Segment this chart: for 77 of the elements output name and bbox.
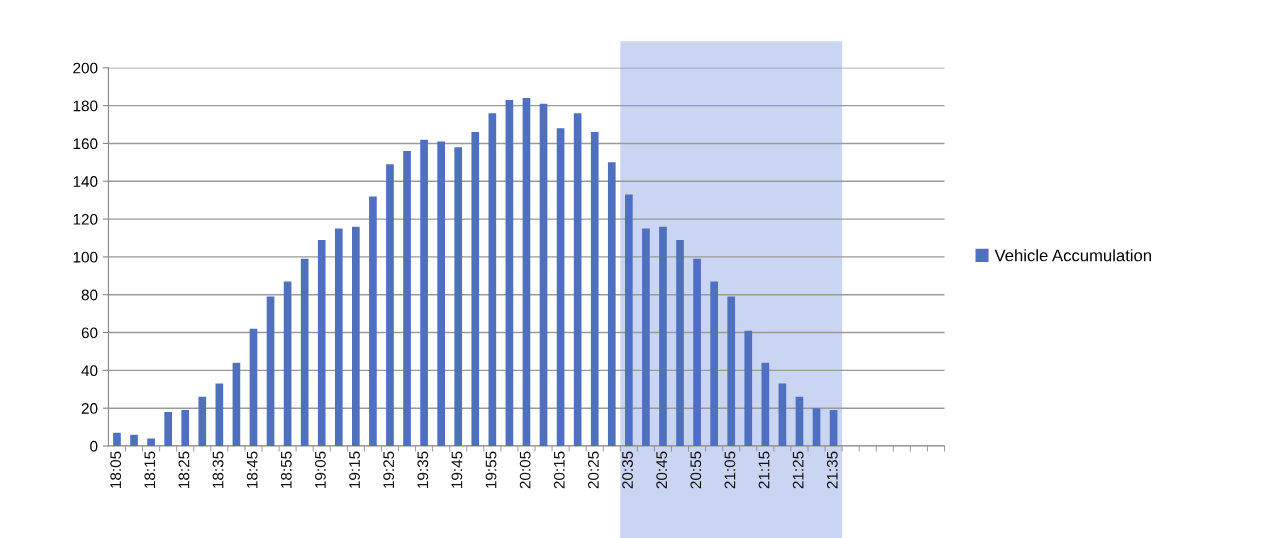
y-tick-label: 40 — [81, 365, 98, 377]
legend-label: Vehicle Accumulation — [994, 249, 1151, 262]
bar — [471, 132, 480, 446]
bar — [386, 164, 394, 446]
x-tick-label: 21:15 — [758, 451, 770, 489]
bar — [812, 408, 821, 446]
y-tick-label: 140 — [73, 176, 98, 187]
bar — [642, 228, 650, 446]
bar — [403, 151, 411, 446]
bar — [761, 362, 770, 446]
bar — [573, 113, 582, 446]
bar — [181, 410, 190, 446]
y-tick-label: 60 — [81, 327, 98, 339]
x-tick-label: 18:15 — [144, 451, 156, 488]
y-tick-label: 160 — [73, 138, 98, 150]
bar — [744, 330, 753, 446]
x-tick-label: 19:35 — [417, 451, 429, 488]
bar — [522, 98, 531, 446]
x-tick-label: 19:15 — [349, 451, 360, 488]
bar — [249, 328, 258, 446]
bar — [676, 239, 684, 446]
x-tick-label: 19:45 — [451, 451, 463, 488]
bar — [488, 113, 497, 446]
x-tick-label: 21:25 — [792, 451, 804, 489]
x-tick-label: 20:15 — [553, 451, 565, 489]
bar — [334, 228, 343, 446]
x-tick-label: 21:05 — [724, 451, 736, 489]
x-tick-label: 20:35 — [622, 451, 633, 489]
bar — [829, 410, 838, 446]
bar — [198, 396, 207, 446]
y-tick-label: 120 — [73, 213, 98, 225]
bar — [778, 383, 787, 446]
bar — [795, 396, 804, 446]
bar — [539, 103, 548, 446]
bar — [130, 434, 138, 446]
x-tick-label: 20:55 — [690, 451, 702, 489]
y-tick-label: 80 — [81, 289, 98, 301]
bar — [454, 147, 463, 446]
bar — [693, 258, 701, 446]
x-tick-label: 19:25 — [383, 451, 395, 488]
x-tick-label: 18:55 — [280, 451, 292, 488]
y-tick-label: 100 — [73, 251, 98, 263]
bar — [266, 296, 275, 446]
bar — [727, 296, 736, 446]
bar — [607, 162, 616, 446]
x-tick-label: 19:55 — [485, 451, 497, 488]
bar — [300, 258, 309, 446]
bar — [317, 239, 326, 446]
bar — [232, 362, 241, 446]
bar — [420, 139, 428, 446]
x-tick-label: 20:05 — [519, 451, 531, 489]
x-tick-label: 18:35 — [212, 451, 224, 488]
bar — [215, 383, 224, 446]
bar — [283, 281, 292, 446]
bar — [710, 281, 718, 446]
bar — [590, 132, 599, 446]
bar — [164, 411, 172, 446]
bar — [369, 196, 377, 446]
x-tick-label: 18:45 — [246, 451, 258, 488]
bar — [659, 226, 667, 446]
x-tick-label: 18:25 — [178, 451, 190, 488]
y-tick-label: 180 — [73, 100, 98, 112]
bar — [625, 194, 633, 446]
y-tick-label: 0 — [90, 440, 98, 452]
x-tick-label: 18:05 — [110, 451, 122, 488]
bar — [113, 432, 121, 446]
y-tick-label: 20 — [81, 403, 98, 414]
bar — [556, 128, 565, 446]
bar — [505, 99, 514, 446]
bar — [352, 226, 360, 446]
x-tick-label: 20:45 — [656, 451, 668, 489]
bar — [437, 141, 445, 446]
y-tick-label: 200 — [73, 62, 98, 74]
x-tick-label: 21:35 — [826, 451, 838, 489]
x-tick-label: 20:25 — [588, 451, 599, 489]
x-tick-label: 19:05 — [315, 451, 326, 488]
bar — [147, 438, 155, 446]
